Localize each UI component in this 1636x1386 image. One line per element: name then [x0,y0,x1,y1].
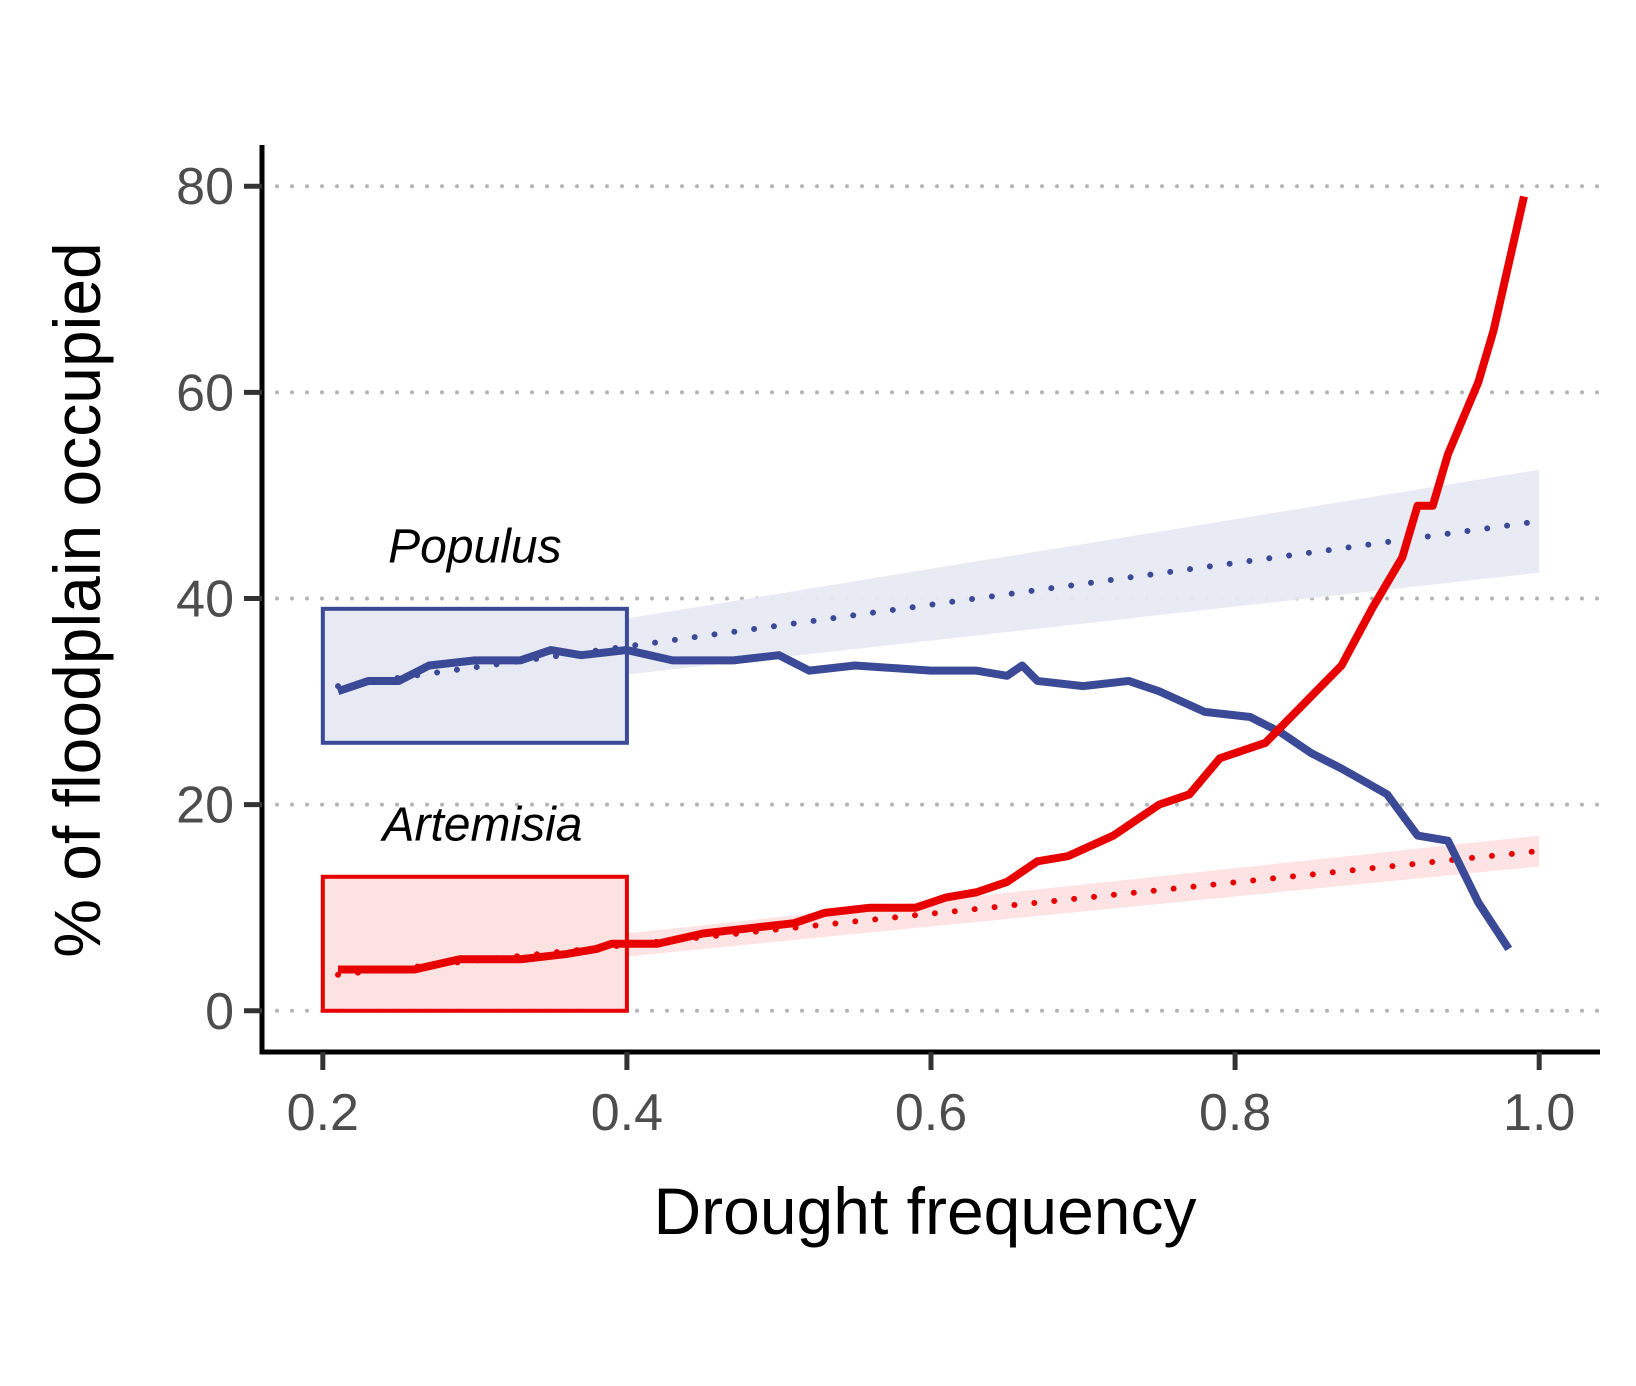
species-label-populus: Populus [388,520,561,573]
y-tick-label-60: 60 [176,364,234,422]
x-tick-label-0.2: 0.2 [287,1084,359,1142]
y-axis-title: % of floodplain occupied [40,242,114,958]
x-axis-title: Drought frequency [654,1174,1197,1248]
y-tick-label-20: 20 [176,777,234,835]
series-line-populus [336,646,1513,952]
range-box-populus [320,606,629,745]
y-tick-label-40: 40 [176,571,234,629]
x-tick-label-1.0: 1.0 [1503,1084,1575,1142]
x-tick-label-0.8: 0.8 [1199,1084,1271,1142]
axis-ticks: 0 20 40 60 80 0.2 0.4 0.6 0.8 1.0 [176,158,1575,1142]
trend-line-populus [335,518,1543,690]
y-tick-label-80: 80 [176,158,234,216]
x-tick-label-0.4: 0.4 [591,1084,663,1142]
range-box-artemisia [320,874,629,1013]
confidence-band-populus [338,469,1540,707]
series-line-artemisia [338,195,1528,974]
x-tick-label-0.6: 0.6 [895,1084,967,1142]
range-boxes [320,606,629,1013]
y-tick-label-0: 0 [205,983,234,1041]
data-lines [336,195,1528,974]
annotations: Populus Artemisia [379,520,582,851]
species-label-artemisia: Artemisia [379,799,582,852]
